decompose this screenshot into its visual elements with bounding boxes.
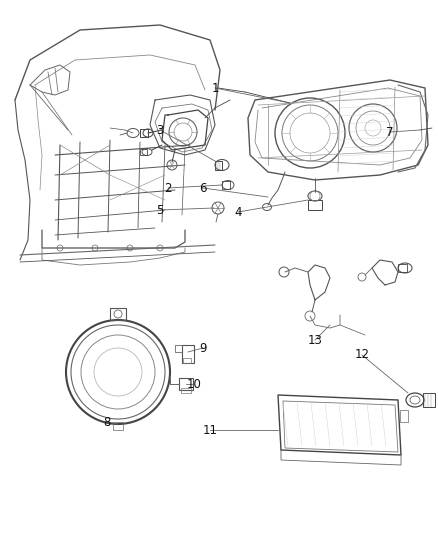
Bar xyxy=(110,308,126,320)
Text: 12: 12 xyxy=(354,349,370,361)
Text: 11: 11 xyxy=(202,424,218,437)
Bar xyxy=(181,388,191,393)
Text: 4: 4 xyxy=(234,206,242,219)
Text: 10: 10 xyxy=(187,377,201,391)
Text: 7: 7 xyxy=(386,125,394,139)
Bar xyxy=(222,181,230,189)
Bar xyxy=(183,358,191,363)
Bar xyxy=(140,149,147,155)
Bar xyxy=(400,410,408,422)
Text: 2: 2 xyxy=(164,182,172,195)
Bar xyxy=(215,161,222,170)
Bar xyxy=(308,200,322,210)
Text: 6: 6 xyxy=(199,182,207,195)
Bar xyxy=(182,345,194,363)
Text: 1: 1 xyxy=(211,82,219,94)
Text: 9: 9 xyxy=(199,342,207,354)
Text: 5: 5 xyxy=(156,204,164,216)
Text: 3: 3 xyxy=(156,124,164,136)
Bar xyxy=(140,129,148,137)
Bar xyxy=(113,422,123,430)
Bar xyxy=(423,393,435,407)
Bar xyxy=(398,264,407,272)
Text: 8: 8 xyxy=(103,416,111,429)
Bar xyxy=(179,378,193,390)
Text: 13: 13 xyxy=(307,334,322,346)
